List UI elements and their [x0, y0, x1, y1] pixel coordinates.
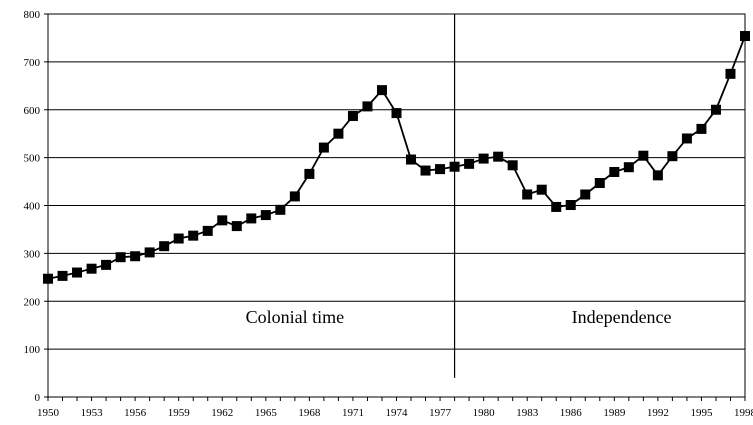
data-point-1996 [710, 104, 721, 115]
data-point-1989 [609, 166, 620, 177]
x-tick-label-1992: 1992 [647, 407, 669, 419]
x-tick-label-1950: 1950 [37, 407, 60, 419]
data-point-1998 [740, 31, 750, 42]
data-point-1972 [362, 101, 373, 112]
data-point-1981 [493, 151, 504, 162]
y-tick-label-700: 700 [24, 57, 41, 69]
annotation-independence: Independence [572, 307, 672, 327]
x-tick-label-1953: 1953 [81, 407, 104, 419]
data-point-1983 [522, 189, 533, 200]
annotations: Colonial time Independence [246, 307, 672, 327]
data-point-1959 [173, 233, 184, 244]
data-point-1952 [72, 267, 83, 278]
data-point-1977 [435, 164, 446, 175]
y-tick-label-100: 100 [24, 344, 41, 356]
data-point-1980 [478, 153, 489, 164]
data-point-1969 [318, 142, 329, 153]
data-point-1976 [420, 165, 431, 176]
data-point-1956 [130, 251, 141, 262]
data-point-1950 [43, 273, 53, 284]
data-point-1988 [594, 177, 605, 188]
x-tick-label-1980: 1980 [473, 407, 496, 419]
y-tick-label-200: 200 [24, 296, 41, 308]
y-tick-label-300: 300 [24, 248, 41, 260]
series-markers [43, 31, 750, 284]
data-point-1965 [260, 210, 271, 221]
x-tick-label-1986: 1986 [560, 407, 583, 419]
y-tick-label-800: 800 [24, 9, 41, 21]
y-tick-label-400: 400 [24, 201, 41, 213]
data-point-1961 [202, 225, 213, 236]
data-point-1958 [159, 241, 170, 252]
data-point-1951 [57, 270, 68, 281]
x-tick-label-1968: 1968 [298, 407, 321, 419]
data-point-1982 [507, 160, 518, 171]
data-point-1960 [188, 230, 199, 241]
data-point-1974 [391, 108, 402, 119]
data-point-1991 [638, 150, 649, 161]
data-point-1994 [681, 133, 692, 144]
x-tick-label-1971: 1971 [342, 407, 364, 419]
data-point-1957 [144, 247, 155, 258]
data-point-1987 [580, 189, 591, 200]
data-point-1955 [115, 252, 126, 263]
x-tick-label-1989: 1989 [603, 407, 626, 419]
data-point-1971 [347, 110, 358, 121]
x-tick-label-1959: 1959 [168, 407, 191, 419]
data-point-1962 [217, 215, 228, 226]
data-point-1985 [551, 201, 562, 212]
data-point-1970 [333, 128, 344, 139]
x-tick-label-1995: 1995 [690, 407, 713, 419]
data-point-1968 [304, 168, 315, 179]
gridlines [48, 61, 745, 350]
y-axis-ticks: 0 100 200 300 400 500 600 700 800 [24, 9, 48, 404]
data-point-1975 [406, 154, 417, 165]
x-tick-label-1956: 1956 [124, 407, 147, 419]
data-point-1979 [464, 158, 475, 169]
y-tick-label-500: 500 [24, 153, 41, 165]
x-tick-label-1965: 1965 [255, 407, 278, 419]
data-point-1992 [652, 170, 663, 181]
data-point-1973 [376, 85, 387, 96]
data-point-1984 [536, 184, 547, 195]
annotation-colonial: Colonial time [246, 307, 345, 327]
x-tick-label-1983: 1983 [516, 407, 539, 419]
data-point-1963 [231, 221, 242, 232]
data-point-1966 [275, 204, 286, 215]
data-point-1978 [449, 161, 460, 172]
data-point-1986 [565, 200, 576, 211]
x-axis-ticks: 1950 1953 1956 1959 1962 1965 1968 1971 1974 1977… [37, 397, 753, 419]
data-point-1993 [667, 151, 678, 162]
x-tick-label-1977: 1977 [429, 407, 452, 419]
x-tick-label-1998: 1998 [734, 407, 753, 419]
data-point-1954 [101, 259, 112, 270]
data-point-1964 [246, 213, 257, 224]
x-tick-label-1962: 1962 [211, 407, 233, 419]
data-point-1995 [696, 123, 707, 134]
y-tick-label-0: 0 [35, 392, 41, 404]
x-tick-label-1974: 1974 [386, 407, 409, 419]
data-point-1967 [289, 191, 300, 202]
data-point-1990 [623, 162, 634, 173]
y-tick-label-600: 600 [24, 105, 41, 117]
data-point-1953 [86, 263, 97, 274]
data-point-1997 [725, 68, 736, 79]
